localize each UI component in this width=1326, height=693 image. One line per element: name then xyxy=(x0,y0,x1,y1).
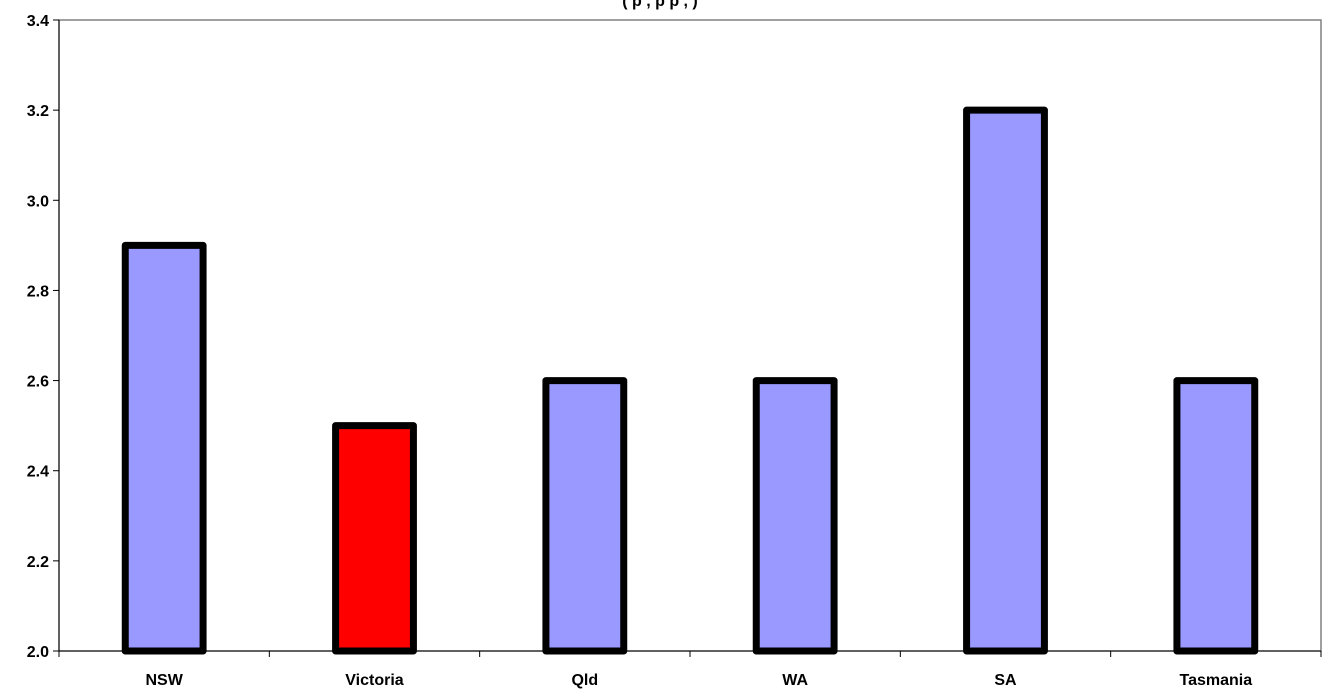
y-axis: 2.0 2.2 2.4 2.6 2.8 3.0 3.2 3.4 xyxy=(27,13,60,661)
chart-title-fragment: ( p , p p , ) xyxy=(622,0,698,10)
bar-series xyxy=(121,106,1259,655)
bar-tasmania xyxy=(1173,377,1259,655)
x-tick-label: SA xyxy=(994,672,1017,689)
bar-nsw xyxy=(121,241,207,655)
y-tick-label: 3.0 xyxy=(27,193,49,210)
x-axis: NSW Victoria Qld WA SA Tasmania xyxy=(58,650,1322,689)
y-tick-label: 2.4 xyxy=(27,464,49,481)
plot-area-frame xyxy=(58,19,1322,652)
bar-wa xyxy=(752,377,838,655)
y-tick-label: 2.2 xyxy=(27,554,49,571)
bar-sa xyxy=(963,106,1048,655)
x-tick-label: Tasmania xyxy=(1180,672,1253,689)
x-tick-label: Victoria xyxy=(345,672,404,689)
bar-qld xyxy=(542,377,628,655)
y-tick-label: 3.4 xyxy=(27,13,49,30)
x-tick-label: WA xyxy=(782,672,808,689)
bar-victoria xyxy=(332,422,417,655)
x-tick-label: Qld xyxy=(571,672,598,689)
y-tick-label: 2.0 xyxy=(27,644,49,661)
y-tick-label: 2.8 xyxy=(27,283,49,300)
y-tick-label: 3.2 xyxy=(27,103,49,120)
chart-title-clipped: ( p , p p , ) xyxy=(622,0,698,10)
y-tick-label: 2.6 xyxy=(27,374,49,391)
x-tick-label: NSW xyxy=(146,672,184,689)
